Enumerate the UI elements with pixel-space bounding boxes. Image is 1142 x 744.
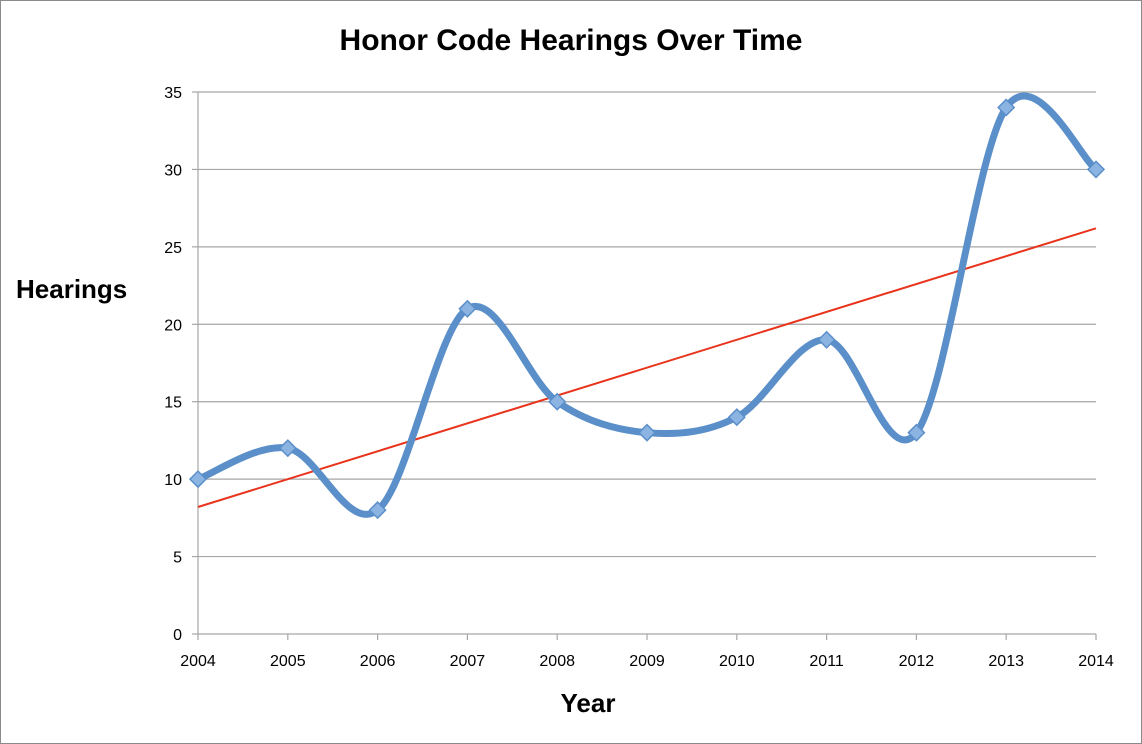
data-point-2010 <box>727 408 746 427</box>
y-tick-label-35: 35 <box>164 85 182 102</box>
tick-labels: 0 5 10 15 20 25 30 35 2004 2005 2006 2007 2008 2009 20… <box>164 85 1114 670</box>
x-tick-label-2009: 2009 <box>629 653 665 670</box>
y-tick-label-0: 0 <box>173 627 182 644</box>
y-axis-title: Hearings <box>16 274 128 304</box>
gridlines <box>198 91 1096 558</box>
series-group <box>194 92 1100 518</box>
x-tick-label-2012: 2012 <box>899 653 935 670</box>
data-point-2006 <box>368 501 387 520</box>
x-tick-label-2013: 2013 <box>988 653 1024 670</box>
x-tick-label-2004: 2004 <box>180 653 216 670</box>
x-tick-label-2005: 2005 <box>270 653 306 670</box>
markers-group <box>188 98 1106 520</box>
data-point-2014 <box>1086 160 1106 179</box>
y-tick-label-15: 15 <box>164 395 182 412</box>
x-tick-label-2014: 2014 <box>1078 653 1114 670</box>
chart-title: Honor Code Hearings Over Time <box>339 24 803 57</box>
series-line-0 <box>194 92 1100 518</box>
data-point-2008 <box>548 392 567 411</box>
data-point-2005 <box>278 439 297 458</box>
axes <box>192 91 1097 640</box>
x-tick-label-2006: 2006 <box>360 653 396 670</box>
data-point-2004 <box>188 470 208 489</box>
x-tick-label-2008: 2008 <box>539 653 575 670</box>
y-tick-label-30: 30 <box>164 162 182 179</box>
y-tick-label-5: 5 <box>173 550 182 567</box>
data-point-2007 <box>458 299 477 318</box>
y-tick-label-25: 25 <box>164 240 182 257</box>
data-point-2012 <box>907 423 926 442</box>
x-axis-title: Year <box>560 688 616 718</box>
trendline <box>197 227 1097 508</box>
y-tick-label-10: 10 <box>164 472 182 489</box>
x-tick-label-2007: 2007 <box>450 653 486 670</box>
data-point-2009 <box>637 423 657 442</box>
trendline-group <box>197 227 1097 508</box>
y-tick-label-20: 20 <box>164 317 182 334</box>
x-tick-label-2010: 2010 <box>719 653 755 670</box>
x-tick-label-2011: 2011 <box>809 653 844 670</box>
data-point-2011 <box>817 330 836 349</box>
data-point-2013 <box>997 98 1016 117</box>
